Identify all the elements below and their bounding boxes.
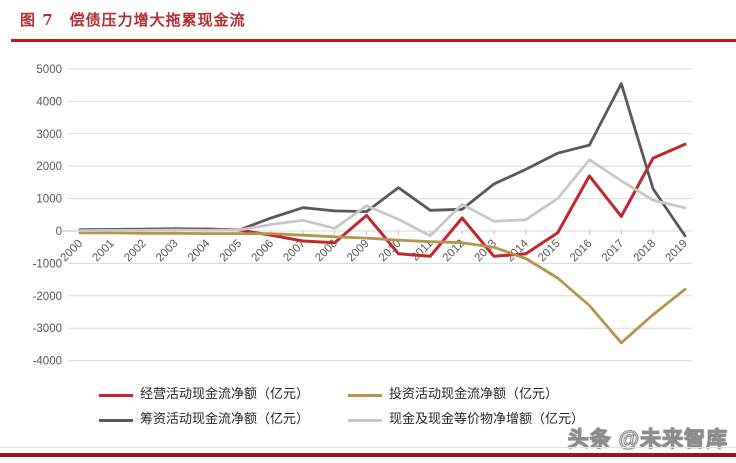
x-axis-tick-label: 2000 bbox=[59, 238, 86, 265]
legend-label-net-cash-increase: 现金及现金等价物净增额（亿元） bbox=[389, 412, 585, 427]
legend-line-swatch-lightgray bbox=[348, 418, 382, 422]
x-axis-tick-label: 2001 bbox=[90, 238, 117, 265]
y-axis-tick-label: -4000 bbox=[33, 356, 62, 368]
figure-number-label: 图 7 bbox=[20, 11, 54, 29]
y-axis-tick-label: 1000 bbox=[36, 194, 62, 206]
bottom-red-rule bbox=[0, 453, 736, 457]
y-axis-tick-label: 0 bbox=[56, 226, 62, 238]
x-axis-tick-label: 2016 bbox=[568, 238, 595, 265]
x-axis-tick-label: 2018 bbox=[632, 238, 659, 265]
legend-item-operating-cashflow: 经营活动现金流净额（亿元） bbox=[99, 387, 309, 403]
y-axis-tick-label: -3000 bbox=[33, 323, 62, 335]
x-axis-tick-label: 2019 bbox=[663, 238, 690, 265]
legend-line-swatch-darkgray bbox=[99, 418, 133, 422]
legend-item-net-cash-increase: 现金及现金等价物净增额（亿元） bbox=[348, 412, 584, 428]
y-axis-tick-label: -1000 bbox=[33, 258, 62, 270]
legend-line-swatch-red bbox=[99, 393, 133, 397]
legend-item-financing-cashflow: 筹资活动现金流净额（亿元） bbox=[99, 412, 309, 428]
legend-label-investing-cashflow: 投资活动现金流净额（亿元） bbox=[389, 387, 559, 402]
bottom-hairline bbox=[0, 447, 736, 448]
x-axis-tick-label: 2015 bbox=[536, 238, 563, 265]
legend-label-operating-cashflow: 经营活动现金流净额（亿元） bbox=[140, 387, 310, 402]
legend-item-investing-cashflow: 投资活动现金流净额（亿元） bbox=[348, 387, 558, 403]
y-axis-tick-label: 2000 bbox=[36, 161, 62, 173]
y-axis-tick-label: 4000 bbox=[36, 96, 62, 108]
figure-title-text: 偿债压力增大拖累现金流 bbox=[69, 11, 246, 29]
figure-title: 图 7 偿债压力增大拖累现金流 bbox=[20, 9, 246, 30]
x-axis-tick-label: 2017 bbox=[600, 238, 627, 265]
title-underline-rule bbox=[11, 39, 736, 42]
toutiao-watermark: 头条 @未来智库 bbox=[567, 428, 728, 452]
x-axis-tick-label: 2004 bbox=[186, 237, 213, 264]
x-axis-tick-label: 2009 bbox=[345, 238, 372, 265]
y-axis-tick-label: 5000 bbox=[36, 64, 62, 76]
series-line-3 bbox=[78, 158, 687, 238]
x-axis-tick-label: 2013 bbox=[472, 238, 499, 265]
x-axis-tick-label: 2002 bbox=[122, 238, 149, 265]
series-line-1 bbox=[78, 231, 687, 345]
legend-line-swatch-gold bbox=[348, 393, 382, 397]
y-axis-tick-label: 3000 bbox=[36, 129, 62, 141]
x-axis-tick-label: 2006 bbox=[250, 238, 277, 265]
y-axis-tick-label: -2000 bbox=[33, 291, 62, 303]
legend-label-financing-cashflow: 筹资活动现金流净额（亿元） bbox=[140, 412, 310, 427]
x-axis-tick-label: 2003 bbox=[154, 238, 181, 265]
x-axis-tick-label: 2005 bbox=[218, 238, 245, 265]
